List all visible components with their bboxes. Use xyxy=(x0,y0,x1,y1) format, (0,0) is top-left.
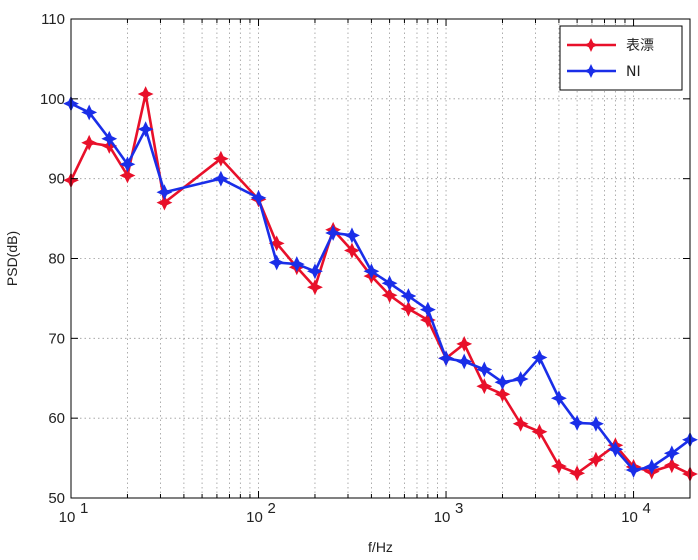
x-tick-label-exponent: 1 xyxy=(80,500,88,517)
data-point xyxy=(381,287,398,304)
data-point xyxy=(268,235,285,252)
data-point xyxy=(137,86,154,102)
y-tick-label: 70 xyxy=(48,330,65,347)
data-point xyxy=(307,279,323,296)
data-point xyxy=(476,361,493,378)
data-point xyxy=(456,335,473,352)
series-layer xyxy=(63,86,698,482)
data-point xyxy=(212,170,229,187)
data-point xyxy=(607,441,624,458)
x-tick-label: 10 xyxy=(621,509,638,526)
data-point xyxy=(569,465,586,482)
data-point xyxy=(456,353,473,370)
data-point xyxy=(381,275,398,292)
data-point xyxy=(663,445,680,462)
y-tick-label: 50 xyxy=(48,490,65,507)
data-point xyxy=(550,458,567,475)
grid xyxy=(71,19,690,498)
y-tick-label: 100 xyxy=(40,91,65,108)
x-tick-label-exponent: 2 xyxy=(268,500,276,517)
data-point xyxy=(268,254,285,271)
x-axis-label: f/Hz xyxy=(368,539,393,555)
legend-label: NI xyxy=(626,64,641,80)
data-point xyxy=(625,462,642,478)
data-point xyxy=(512,371,529,387)
data-point xyxy=(137,121,154,138)
data-point xyxy=(344,242,360,259)
data-point xyxy=(156,184,173,201)
data-point xyxy=(494,374,511,391)
y-tick-label: 60 xyxy=(48,410,65,427)
data-point xyxy=(325,225,342,241)
x-tick-label: 10 xyxy=(434,509,451,526)
data-point xyxy=(643,458,660,475)
data-point xyxy=(307,263,323,280)
legend: 表漂 NI xyxy=(559,25,683,91)
x-tick-label-exponent: 3 xyxy=(455,500,463,517)
ticks xyxy=(70,18,691,499)
data-point xyxy=(212,150,229,167)
data-point xyxy=(438,350,454,367)
y-tick-label: 80 xyxy=(48,251,65,268)
data-point xyxy=(400,288,417,304)
data-point xyxy=(476,378,493,395)
x-tick-label: 10 xyxy=(59,509,76,526)
data-point xyxy=(101,130,118,147)
data-point xyxy=(119,156,136,173)
data-point xyxy=(250,189,267,206)
data-point xyxy=(344,227,360,244)
data-point xyxy=(119,167,136,184)
y-tick-label: 110 xyxy=(41,11,65,28)
data-point xyxy=(587,415,604,432)
data-point xyxy=(663,457,680,474)
legend-marker xyxy=(584,38,598,52)
data-point xyxy=(512,415,529,432)
y-axis-label: PSD(dB) xyxy=(4,231,20,286)
data-point xyxy=(419,301,436,318)
data-point xyxy=(587,451,604,468)
data-point xyxy=(288,256,305,273)
x-tick-label: 10 xyxy=(246,509,263,526)
x-tick-label-exponent: 4 xyxy=(643,500,651,517)
plot-area xyxy=(71,19,690,498)
legend-label: 表漂 xyxy=(626,38,654,54)
data-point xyxy=(531,423,548,440)
legend-marker xyxy=(584,64,598,78)
data-point xyxy=(550,390,567,407)
data-point xyxy=(400,300,417,317)
data-point xyxy=(156,194,173,211)
legend-box xyxy=(559,25,683,91)
data-point xyxy=(81,134,98,151)
data-point xyxy=(81,104,98,121)
y-tick-label: 90 xyxy=(48,171,65,188)
series-1 xyxy=(63,95,698,478)
data-point xyxy=(531,349,548,366)
data-point xyxy=(494,386,511,403)
data-point xyxy=(569,415,586,431)
data-point xyxy=(363,263,380,280)
